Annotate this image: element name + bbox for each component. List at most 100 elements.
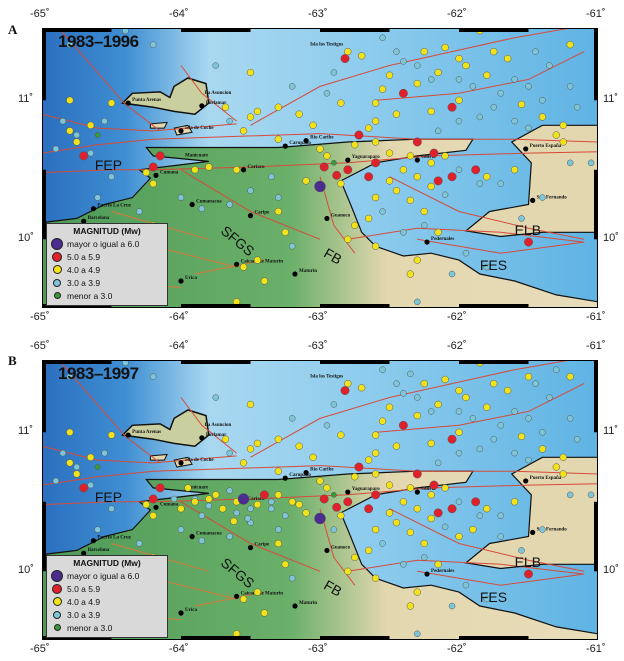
- axis-tick-label: -64˚: [169, 311, 189, 323]
- frame-tick: [181, 360, 251, 364]
- earthquake-3: [400, 390, 407, 397]
- axis-tick-label: -63˚: [308, 311, 328, 323]
- axis-tick-label: 10˚: [603, 232, 619, 245]
- earthquake-4: [420, 539, 428, 548]
- city-label: Isla los Testigos: [310, 42, 343, 47]
- earthquake-4: [239, 595, 248, 603]
- legend-label: 3.0 a 3.9: [67, 277, 101, 288]
- city-label: Guanoco: [331, 213, 351, 218]
- axis-tick-label: -64˚: [169, 643, 189, 655]
- legend-title: MAGNITUD (Mw): [73, 558, 141, 568]
- city-marker: [199, 103, 205, 109]
- earthquake-4: [559, 121, 567, 129]
- city-marker: [178, 128, 184, 134]
- city-marker: [345, 157, 351, 163]
- earthquake-5: [319, 494, 329, 504]
- earthquake-3: [455, 498, 463, 506]
- earthquake-4: [309, 453, 317, 461]
- legend-marker: [52, 251, 62, 262]
- legend-item: mayor o igual a 6.0: [51, 569, 163, 582]
- city-label: Cariaco: [248, 497, 265, 502]
- earthquake-5: [412, 137, 422, 147]
- fault-line: [389, 508, 585, 572]
- city-label: Isla de Coche: [185, 126, 214, 131]
- city-marker: [414, 489, 420, 495]
- fault-line: [58, 28, 161, 132]
- earthquake-4: [344, 235, 352, 243]
- city-marker: [178, 610, 184, 616]
- earthquake-4: [455, 96, 463, 104]
- earthquake-4: [371, 449, 380, 457]
- city-marker: [189, 533, 195, 540]
- earthquake-4: [230, 517, 238, 525]
- earthquake-3: [455, 76, 463, 83]
- earthquake-3: [233, 509, 240, 517]
- city-label: Puerto La Cruz: [97, 204, 131, 209]
- earthquake-4: [66, 459, 74, 467]
- earthquake-4: [142, 500, 150, 509]
- city-label: Cumana: [160, 502, 179, 507]
- earthquake-4: [413, 411, 421, 420]
- earthquake-4: [149, 180, 157, 188]
- fault-line: [42, 113, 237, 132]
- earthquake-4: [385, 509, 394, 517]
- axis-tick-label: -61˚: [586, 643, 606, 655]
- earthquake-3: [288, 83, 296, 90]
- city-marker: [424, 571, 430, 577]
- earthquake-4: [219, 505, 227, 513]
- earthquake-3: [539, 194, 546, 201]
- city-label: Carupano: [289, 141, 311, 146]
- earthquake-3: [414, 298, 421, 306]
- legend-marker: [51, 237, 63, 250]
- earthquake-3: [476, 445, 484, 453]
- earthquake-4: [427, 159, 435, 167]
- earthquake-3: [448, 270, 456, 278]
- earthquake-3: [476, 512, 484, 519]
- earthquake-3: [421, 222, 428, 229]
- frame-tick: [594, 501, 598, 572]
- earthquake-3: [566, 159, 574, 167]
- earthquake-3: [511, 117, 518, 125]
- earthquake-4: [302, 509, 310, 517]
- legend-a: MAGNITUD (Mw) mayor o igual a 6.0 5.0 a 5.…: [46, 223, 168, 306]
- earthquake-4: [427, 439, 435, 448]
- city-label: Puerto España: [530, 144, 562, 149]
- earthquake-4: [371, 138, 380, 146]
- earthquake-4: [323, 484, 331, 492]
- earthquake-4: [337, 512, 345, 520]
- legend-label: mayor o igual a 6.0: [67, 238, 140, 249]
- axis-tick-label: 10˚: [18, 232, 34, 245]
- earthquake-4: [253, 588, 262, 596]
- earthquake-3: [539, 429, 546, 436]
- earthquake-5: [364, 504, 374, 514]
- earthquake-4: [253, 500, 262, 509]
- fault-line: [42, 151, 598, 174]
- earthquake-3: [288, 242, 296, 250]
- earthquake-3: [275, 194, 282, 201]
- axis-tick-label: -61˚: [586, 311, 606, 323]
- earthquake-3: [226, 449, 233, 457]
- earthquake-4: [441, 484, 449, 492]
- frame-tick: [42, 28, 46, 101]
- frame-tick: [181, 304, 251, 308]
- earthquake-4: [559, 138, 567, 146]
- earthquake-3: [73, 131, 80, 139]
- earthquake-4: [371, 470, 380, 478]
- legend-marker: [52, 265, 62, 274]
- earthquake-4: [434, 228, 442, 236]
- legend-label: menor a 3.0: [67, 290, 113, 301]
- axis-tick-label: -62˚: [447, 340, 467, 352]
- earthquake-3: [247, 505, 254, 512]
- earthquake-4: [365, 214, 373, 223]
- axis-tick-label: -63˚: [308, 340, 328, 352]
- earthquake-4: [246, 400, 255, 409]
- city-label: Yaguaraparo: [352, 487, 380, 492]
- earthquake-4: [221, 103, 230, 111]
- earthquake-3: [587, 159, 595, 167]
- earthquake-3: [427, 76, 435, 83]
- earthquake-4: [399, 166, 408, 174]
- earthquake-3: [205, 502, 213, 510]
- city-marker: [90, 538, 97, 544]
- earthquake-4: [434, 400, 442, 409]
